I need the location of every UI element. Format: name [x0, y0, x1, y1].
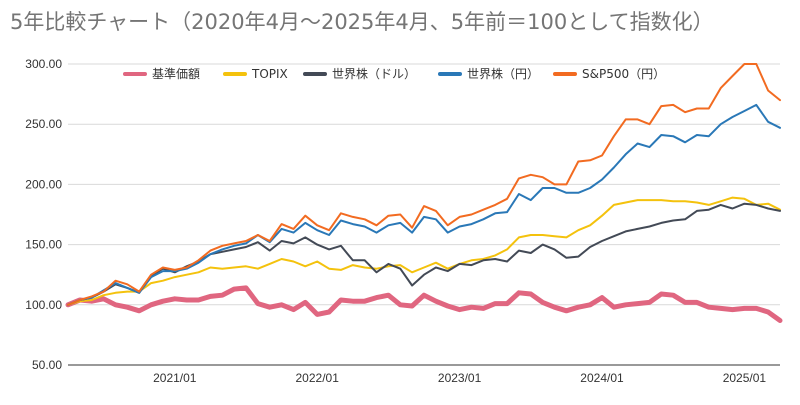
y-tick-label: 300.00 — [25, 57, 62, 71]
x-tick-label: 2025/01 — [723, 371, 767, 385]
x-tick-label: 2022/01 — [296, 371, 340, 385]
x-axis: 2021/01 2022/01 2023/01 2024/01 2025/01 — [153, 371, 766, 385]
grid-lines — [68, 63, 780, 366]
y-axis: 300.00 250.00 200.00 150.00 100.00 50.00 — [25, 57, 62, 372]
series-line-2 — [67, 202, 781, 306]
y-tick-label: 100.00 — [25, 298, 62, 312]
x-tick-label: 2023/01 — [438, 371, 482, 385]
legend: 基準価額 TOPIX 世界株（ドル） 世界株（円） S&P500（円） — [123, 66, 665, 81]
series-line-4 — [67, 63, 781, 306]
series-line-1 — [67, 196, 781, 306]
legend-label-2: 世界株（ドル） — [332, 66, 416, 81]
series-lines — [65, 63, 783, 323]
y-tick-label: 150.00 — [25, 238, 62, 252]
y-tick-label: 250.00 — [25, 117, 62, 131]
legend-label-4: S&P500（円） — [582, 67, 665, 81]
legend-label-0: 基準価額 — [152, 66, 200, 81]
legend-label-3: 世界株（円） — [467, 66, 539, 81]
series-line-0 — [65, 285, 783, 323]
x-tick-label: 2021/01 — [153, 371, 197, 385]
y-tick-label: 50.00 — [32, 358, 62, 372]
y-tick-label: 200.00 — [25, 177, 62, 191]
x-tick-label: 2024/01 — [580, 371, 624, 385]
chart-title: 5年比較チャート（2020年4月～2025年4月、5年前＝100として指数化） — [10, 10, 714, 34]
series-line-3 — [67, 103, 781, 306]
legend-label-1: TOPIX — [251, 67, 288, 81]
